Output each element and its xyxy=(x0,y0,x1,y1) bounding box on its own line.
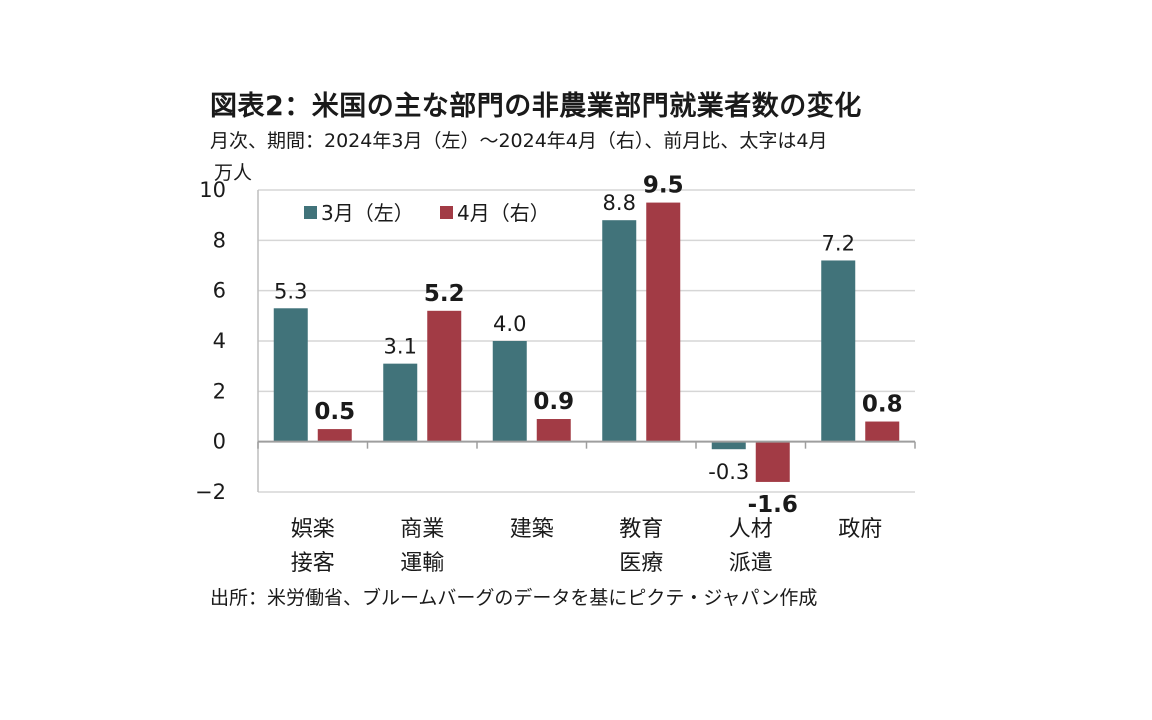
y-tick-label: 6 xyxy=(213,279,226,303)
category-label: 接客 xyxy=(291,551,335,576)
data-label: -0.3 xyxy=(708,460,749,484)
y-tick-label: 10 xyxy=(199,178,226,202)
category-label: 商業 xyxy=(400,517,444,542)
category-label: 政府 xyxy=(838,517,882,542)
bar xyxy=(821,260,856,442)
legend-swatch xyxy=(440,206,453,219)
data-label: 5.3 xyxy=(274,279,307,303)
data-label: 0.8 xyxy=(862,392,903,418)
bar xyxy=(427,310,462,442)
data-label: 9.5 xyxy=(643,173,684,199)
bar xyxy=(492,341,527,442)
category-label: 人材 xyxy=(729,517,773,542)
bar xyxy=(711,441,746,450)
bar xyxy=(383,363,418,442)
data-label: 7.2 xyxy=(822,231,855,255)
y-tick-label: 0 xyxy=(213,430,226,454)
data-label: 4.0 xyxy=(493,312,526,336)
category-label: 医療 xyxy=(619,551,663,576)
y-tick-label: 4 xyxy=(213,329,226,353)
legend-label: 3月（左） xyxy=(321,201,414,225)
source-note: 出所：米労働省、ブルームバーグのデータを基にピクテ・ジャパン作成 xyxy=(210,587,818,609)
category-label: 建築 xyxy=(510,517,554,542)
data-label: -1.6 xyxy=(748,492,798,518)
legend-swatch xyxy=(304,206,317,219)
chart-subtitle: 月次、期間：2024年3月（左）～2024年4月（右）、前月比、太字は4月 xyxy=(210,130,828,152)
chart-title: 図表2：米国の主な部門の非農業部門就業者数の変化 xyxy=(210,91,862,122)
data-label: 8.8 xyxy=(603,191,636,215)
y-tick-label: 2 xyxy=(213,379,226,403)
y-tick-label: −2 xyxy=(195,480,226,504)
category-label: 運輸 xyxy=(400,551,444,576)
category-label: 派遣 xyxy=(729,551,773,576)
category-label: 教育 xyxy=(619,517,663,542)
bar xyxy=(317,429,352,442)
data-label: 3.1 xyxy=(384,335,417,359)
bar xyxy=(755,441,790,482)
y-tick-label: 8 xyxy=(213,228,226,252)
bar xyxy=(273,308,308,442)
bar xyxy=(646,202,681,442)
data-label: 0.5 xyxy=(314,399,355,425)
data-label: 5.2 xyxy=(424,281,465,307)
category-label: 娯楽 xyxy=(291,517,335,542)
unit-label: 万人 xyxy=(214,162,253,184)
bar xyxy=(536,419,571,442)
bar xyxy=(865,421,900,442)
bar xyxy=(602,220,637,442)
legend-label: 4月（右） xyxy=(457,201,550,225)
data-label: 0.9 xyxy=(533,389,574,415)
